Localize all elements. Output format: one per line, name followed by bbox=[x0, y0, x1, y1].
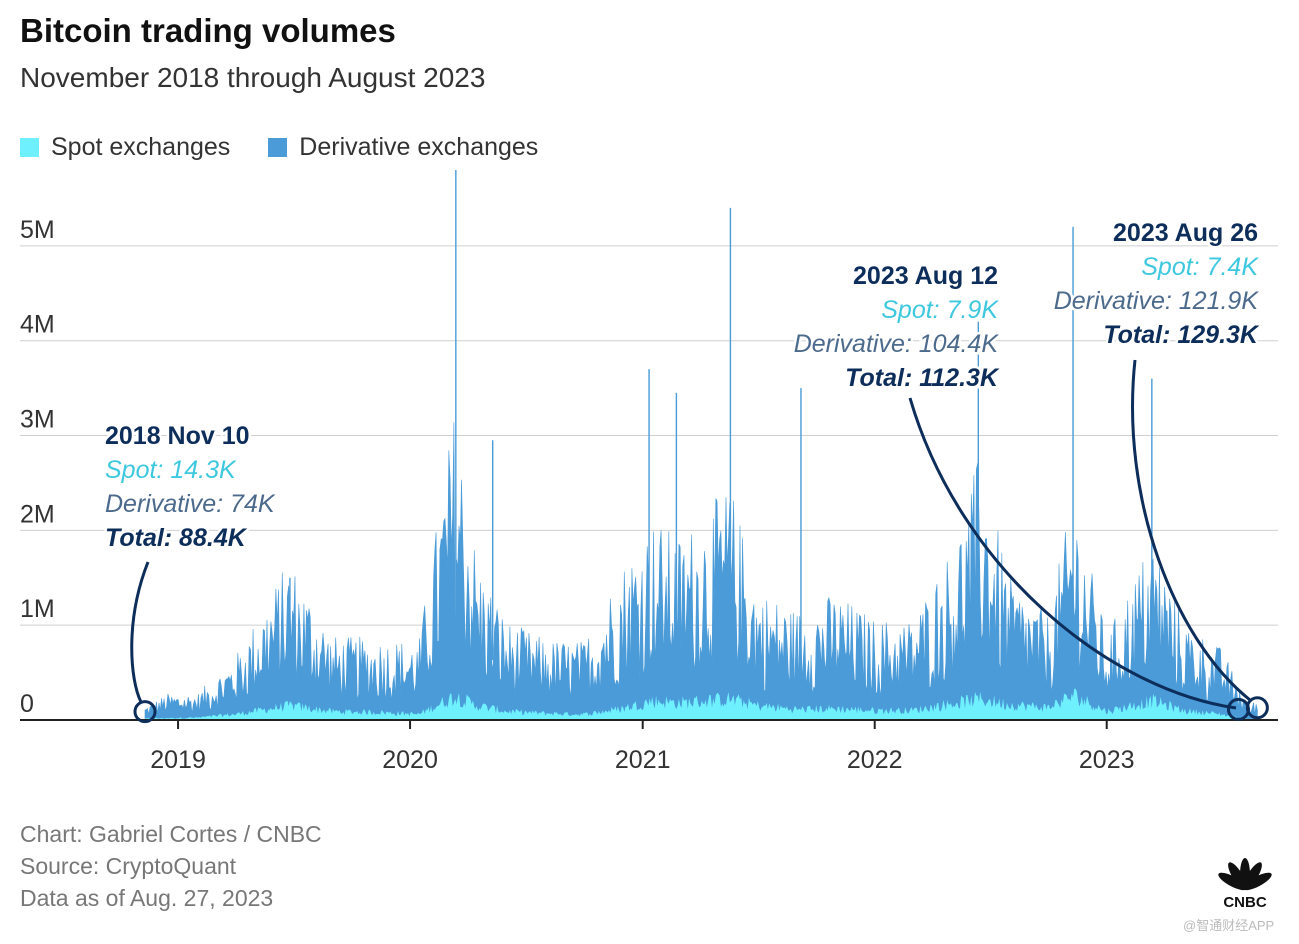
data-as-of: Data as of Aug. 27, 2023 bbox=[20, 885, 274, 911]
annotation-marker-0 bbox=[133, 700, 157, 724]
volume-chart: 0 1M 2M 3M 4M 5M 2019 2020 2021 2022 2023 2018 Nov… bbox=[20, 170, 1278, 774]
chart-credit: Chart: Gabriel Cortes / CNBC bbox=[20, 821, 322, 847]
y-tick-label-1: 1M bbox=[20, 595, 55, 623]
x-tick-label-0: 2019 bbox=[150, 746, 206, 774]
annotation-1-title: 2023 Aug 12 bbox=[853, 262, 998, 290]
logo-text: CNBC bbox=[1223, 894, 1266, 910]
legend-item-spot: Spot exchanges bbox=[20, 133, 230, 162]
annotation-leader-1 bbox=[908, 397, 1237, 710]
annotation-2-title: 2023 Aug 26 bbox=[1113, 219, 1258, 247]
footer: Chart: Gabriel Cortes / CNBC Source: Cry… bbox=[20, 818, 322, 914]
annotation-layer: 2018 Nov 10 Spot: 14.3K Derivative: 74K Tot… bbox=[103, 217, 1269, 724]
legend-label-spot: Spot exchanges bbox=[51, 133, 231, 161]
chart-title: Bitcoin trading volumes bbox=[20, 12, 396, 49]
legend: Spot exchanges Derivative exchanges bbox=[20, 133, 576, 162]
annotation-0-total: Total: 88.4K bbox=[105, 524, 248, 552]
spot-area bbox=[145, 688, 1258, 720]
annotation-0-derivative: Derivative: 74K bbox=[105, 490, 276, 518]
watermark: @智通财经APP bbox=[1183, 918, 1275, 933]
annotation-marker-2 bbox=[1245, 696, 1269, 720]
chart-subtitle: November 2018 through August 2023 bbox=[20, 62, 486, 93]
x-tick-label-2: 2021 bbox=[615, 746, 671, 774]
annotation-1-spot: Spot: 7.9K bbox=[881, 296, 999, 324]
annotation-leader-0 bbox=[130, 561, 150, 703]
annotation-2-total: Total: 129.3K bbox=[1103, 321, 1260, 349]
annotation-0-title: 2018 Nov 10 bbox=[105, 422, 250, 450]
legend-swatch-derivative bbox=[268, 138, 288, 157]
y-tick-label-0: 0 bbox=[20, 690, 34, 718]
x-tick-label-3: 2022 bbox=[847, 746, 903, 774]
y-tick-label-2: 2M bbox=[20, 500, 55, 528]
spot-series bbox=[145, 688, 1258, 720]
legend-item-derivative: Derivative exchanges bbox=[268, 133, 538, 162]
annotation-2-spot: Spot: 7.4K bbox=[1141, 253, 1259, 281]
annotation-1-total: Total: 112.3K bbox=[845, 364, 1000, 392]
axis-layer: 0 1M 2M 3M 4M 5M 2019 2020 2021 2022 2023 bbox=[20, 216, 1278, 774]
y-tick-label-4: 4M bbox=[20, 311, 55, 339]
x-tick-label-1: 2020 bbox=[382, 746, 438, 774]
annotation-1-derivative: Derivative: 104.4K bbox=[794, 330, 1000, 358]
cnbc-peacock-logo: CNBC bbox=[1218, 858, 1272, 910]
x-tick-label-4: 2023 bbox=[1079, 746, 1135, 774]
legend-label-derivative: Derivative exchanges bbox=[299, 133, 539, 161]
annotation-leader-2 bbox=[1131, 359, 1251, 702]
derivative-series bbox=[144, 170, 1258, 721]
annotation-2-derivative: Derivative: 121.9K bbox=[1054, 287, 1260, 315]
chart-source: Source: CryptoQuant bbox=[20, 853, 237, 879]
derivative-area bbox=[144, 422, 1258, 721]
y-tick-label-5: 5M bbox=[20, 216, 55, 244]
y-tick-label-3: 3M bbox=[20, 406, 55, 434]
legend-swatch-spot bbox=[20, 138, 39, 157]
annotation-0-spot: Spot: 14.3K bbox=[105, 456, 237, 484]
